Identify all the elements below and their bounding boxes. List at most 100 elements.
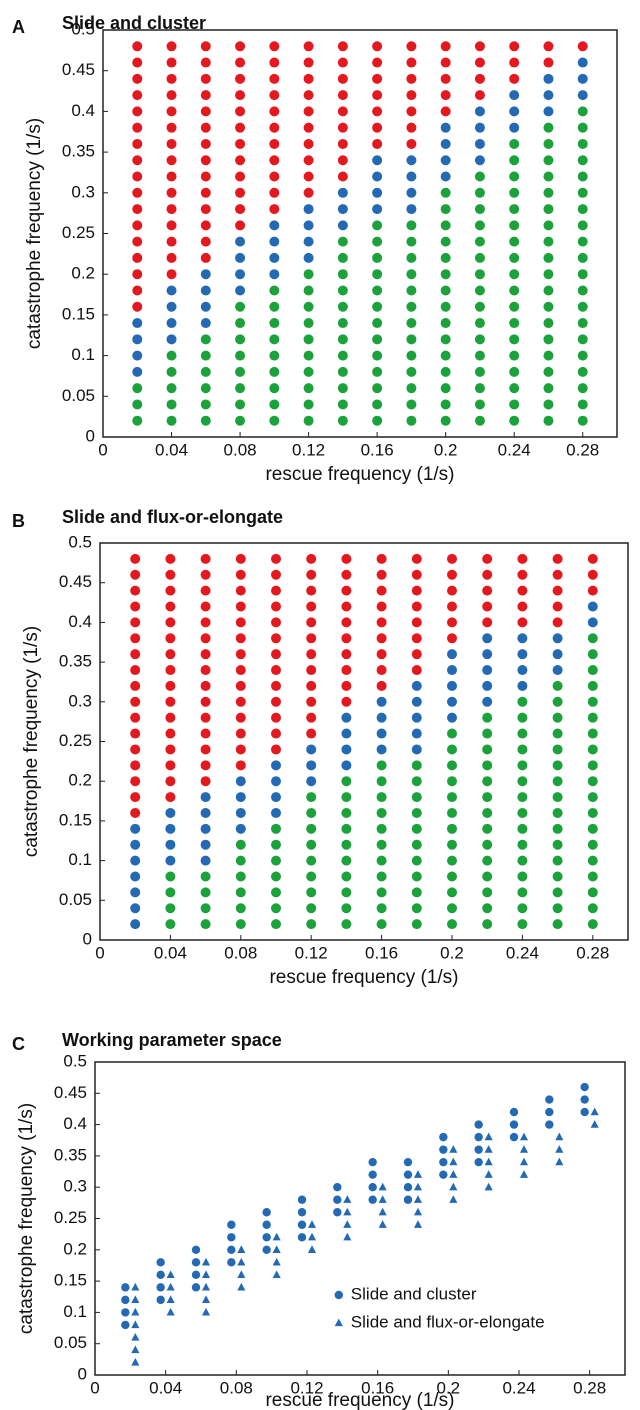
grid-dot bbox=[587, 903, 598, 914]
grid-dot bbox=[130, 792, 141, 803]
grid-dot bbox=[130, 855, 141, 866]
grid-dot bbox=[132, 41, 143, 52]
triangle-point bbox=[519, 1132, 529, 1141]
grid-dot bbox=[306, 649, 317, 660]
grid-dot bbox=[517, 887, 528, 898]
grid-dot bbox=[411, 728, 422, 739]
grid-dot bbox=[411, 807, 422, 818]
triangle-point bbox=[166, 1270, 175, 1278]
grid-dot bbox=[474, 106, 485, 117]
grid-dot bbox=[509, 334, 520, 345]
grid-dot bbox=[587, 569, 598, 580]
grid-dot bbox=[306, 553, 317, 564]
grid-dot bbox=[303, 138, 314, 149]
grid-dot bbox=[303, 187, 314, 198]
circle-point bbox=[191, 1270, 201, 1280]
grid-dot bbox=[543, 90, 554, 101]
grid-dot bbox=[306, 728, 317, 739]
grid-dot bbox=[235, 665, 246, 676]
triangle-point bbox=[343, 1207, 352, 1216]
grid-dot bbox=[306, 601, 317, 612]
circle-point bbox=[262, 1245, 271, 1255]
grid-dot bbox=[341, 776, 352, 787]
grid-dot bbox=[200, 871, 211, 882]
grid-dot bbox=[406, 57, 417, 68]
x-tick-label: 0 bbox=[98, 440, 107, 459]
grid-dot bbox=[200, 792, 211, 803]
grid-dot bbox=[474, 350, 485, 361]
grid-dot bbox=[235, 601, 246, 612]
x-tick-label: 0.2 bbox=[437, 1378, 461, 1397]
grid-dot bbox=[509, 383, 520, 394]
grid-dot bbox=[552, 839, 563, 850]
grid-dot bbox=[372, 90, 383, 101]
circle-point bbox=[227, 1245, 236, 1255]
grid-dot bbox=[166, 269, 177, 280]
grid-dot bbox=[341, 903, 352, 914]
triangle-point bbox=[166, 1282, 175, 1291]
grid-dot bbox=[165, 633, 176, 644]
circle-point bbox=[121, 1320, 130, 1330]
grid-dot bbox=[543, 155, 554, 166]
grid-dot bbox=[271, 887, 281, 898]
grid-dot bbox=[447, 553, 457, 564]
grid-dot bbox=[337, 366, 348, 377]
grid-dot bbox=[482, 903, 493, 914]
triangle-point bbox=[484, 1170, 493, 1178]
grid-dot bbox=[235, 617, 246, 628]
grid-dot bbox=[517, 744, 528, 755]
grid-dot bbox=[337, 252, 348, 263]
y-tick-label: 0 bbox=[83, 929, 92, 948]
y-tick-label: 0.2 bbox=[71, 264, 95, 283]
circle-point bbox=[297, 1195, 307, 1204]
grid-dot bbox=[235, 903, 246, 914]
grid-dot bbox=[200, 617, 211, 628]
grid-dot bbox=[552, 585, 563, 596]
grid-dot bbox=[130, 617, 141, 628]
grid-dot bbox=[577, 415, 588, 426]
grid-dot bbox=[306, 569, 317, 580]
grid-dot bbox=[411, 855, 422, 866]
grid-dot bbox=[406, 106, 417, 117]
grid-dot bbox=[132, 301, 143, 312]
grid-dot bbox=[406, 318, 417, 329]
grid-dot bbox=[132, 138, 143, 149]
grid-dot bbox=[406, 41, 417, 52]
y-tick-label: 0.05 bbox=[62, 386, 95, 405]
grid-dot bbox=[337, 269, 348, 280]
grid-dot bbox=[306, 680, 317, 691]
circle-point bbox=[403, 1195, 413, 1204]
grid-dot bbox=[411, 585, 422, 596]
grid-dot bbox=[447, 601, 457, 612]
grid-dot bbox=[341, 585, 352, 596]
circle-point bbox=[439, 1132, 448, 1142]
grid-dot bbox=[372, 187, 383, 198]
grid-dot bbox=[337, 334, 348, 345]
grid-dot bbox=[166, 236, 177, 247]
grid-dot bbox=[271, 792, 281, 803]
grid-dot bbox=[200, 760, 211, 771]
y-tick-label: 0.45 bbox=[62, 60, 95, 79]
grid-dot bbox=[271, 823, 281, 834]
grid-dot bbox=[271, 553, 281, 564]
grid-dot bbox=[166, 41, 177, 52]
grid-dot bbox=[406, 252, 417, 263]
grid-dot bbox=[372, 73, 383, 84]
grid-dot bbox=[517, 807, 528, 818]
grid-dot bbox=[337, 383, 348, 394]
grid-dot bbox=[509, 350, 520, 361]
grid-dot bbox=[200, 171, 211, 182]
grid-dot bbox=[341, 569, 352, 580]
grid-dot bbox=[235, 839, 246, 850]
grid-dot bbox=[517, 728, 528, 739]
grid-dot bbox=[587, 553, 598, 564]
grid-dot bbox=[517, 855, 528, 866]
x-tick-label: 0 bbox=[90, 1378, 99, 1397]
grid-dot bbox=[306, 696, 317, 707]
grid-dot bbox=[130, 728, 141, 739]
y-tick-label: 0.25 bbox=[54, 1208, 87, 1227]
grid-dot bbox=[577, 122, 588, 133]
triangle-point bbox=[166, 1295, 175, 1304]
grid-dot bbox=[587, 665, 598, 676]
grid-dot bbox=[130, 665, 141, 676]
